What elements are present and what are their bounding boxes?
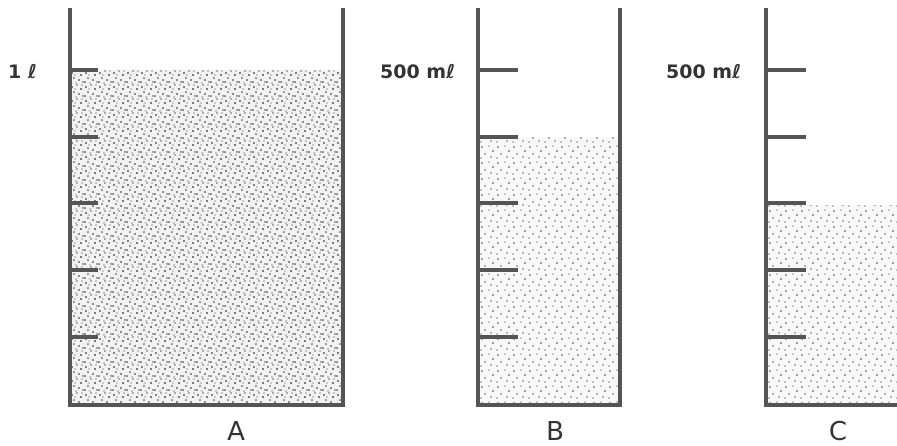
beaker-wall [476,8,622,407]
liquid [766,205,897,405]
beaker-wall [764,8,897,407]
liquid [70,70,343,405]
container-b: 500 mℓ B [380,8,622,446]
scale-label: 1 ℓ [8,61,37,83]
beaker-wall [68,8,345,407]
scale-label: 500 mℓ [380,61,455,83]
container-label: C [829,417,847,446]
container-label: A [227,417,245,446]
container-a: 1 ℓ A [8,8,345,446]
scale-label: 500 mℓ [666,61,741,83]
container-label: B [546,417,564,446]
container-c: 500 mℓ C [666,8,897,446]
